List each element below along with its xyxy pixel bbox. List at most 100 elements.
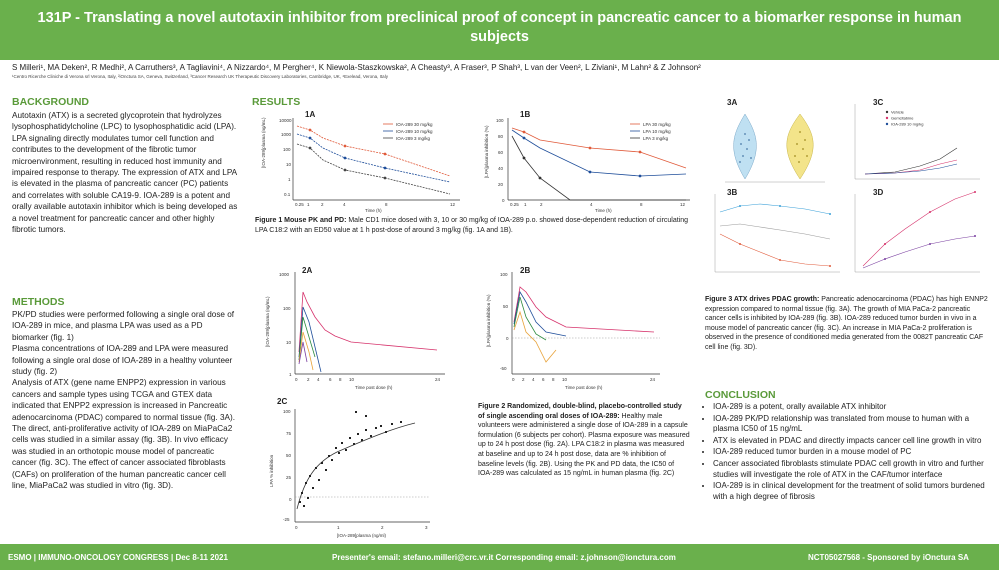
svg-text:100: 100 <box>283 409 291 414</box>
axis-label-x: Time (h) <box>365 208 382 213</box>
conclusion-item: IOA-289 is in clinical development for t… <box>713 481 990 502</box>
svg-text:50: 50 <box>286 453 292 458</box>
svg-text:0: 0 <box>295 525 298 530</box>
svg-text:1: 1 <box>288 177 291 182</box>
conclusion-item: IOA-289 is a potent, orally available AT… <box>713 402 990 413</box>
methods-heading: METHODS <box>12 296 65 308</box>
svg-text:1: 1 <box>524 202 527 207</box>
svg-text:-25: -25 <box>283 517 290 522</box>
figure-label: 2C <box>277 397 288 406</box>
svg-text:1: 1 <box>289 372 292 377</box>
svg-text:-50: -50 <box>500 366 507 371</box>
conclusion-item: ATX is elevated in PDAC and directly imp… <box>713 436 990 447</box>
legend-entry: IOA-289 3 mg/kg <box>396 136 431 141</box>
poster-header: 131P - Translating a novel autotaxin inh… <box>0 0 999 60</box>
svg-text:0.1: 0.1 <box>284 192 291 197</box>
legend-entry: LPA 30 mg/kg <box>643 122 671 127</box>
conclusion-item: Cancer associated fibroblasts stimulate … <box>713 459 990 480</box>
svg-text:1000: 1000 <box>281 132 292 137</box>
svg-text:1: 1 <box>307 202 310 207</box>
figure-label: 3B <box>727 188 738 197</box>
affiliations: ¹Centro Ricerche Cliniche di Verona srl … <box>12 74 388 79</box>
svg-text:24: 24 <box>435 377 441 382</box>
figure-3-caption: Figure 3 ATX drives PDAC growth: Pancrea… <box>705 296 988 351</box>
axis-label-y: [LPA]plasma inhibition (%) <box>484 125 489 178</box>
footer-conference: ESMO | IMMUNO-ONCOLOGY CONGRESS | Dec 8-… <box>8 553 228 562</box>
svg-text:40: 40 <box>498 166 504 171</box>
author-list: S Milleri¹, MA Deken², R Medhi², A Carru… <box>12 63 701 72</box>
svg-text:6: 6 <box>329 377 332 382</box>
svg-text:2: 2 <box>321 202 324 207</box>
svg-text:10000: 10000 <box>279 118 292 123</box>
figure-label: 1A <box>305 110 316 119</box>
axis-label-y: [LPA]plasma inhibition (%) <box>486 294 491 347</box>
svg-text:20: 20 <box>498 182 504 187</box>
background-heading: BACKGROUND <box>12 96 89 108</box>
legend-entry: IOA-289 30 mg/kg <box>396 122 433 127</box>
conclusion-item: IOA-289 reduced tumor burden in a mouse … <box>713 447 990 458</box>
svg-text:12: 12 <box>450 202 456 207</box>
svg-text:0.25: 0.25 <box>510 202 519 207</box>
legend-entry: LPA 10 mg/kg <box>643 129 671 134</box>
svg-text:6: 6 <box>542 377 545 382</box>
svg-text:4: 4 <box>317 377 320 382</box>
poster-title: 131P - Translating a novel autotaxin inh… <box>37 10 962 45</box>
svg-text:100: 100 <box>283 306 291 311</box>
figure-1-caption: Figure 1 Mouse PK and PD: Male CD1 mice … <box>255 217 689 234</box>
figure-label: 3C <box>873 98 884 107</box>
axis-label-x: Time post dose (h) <box>565 385 603 390</box>
svg-text:2: 2 <box>307 377 310 382</box>
axis-label-x: Time post dose (h) <box>355 385 393 390</box>
svg-text:12: 12 <box>680 202 686 207</box>
legend-entry: LPA 3 mg/kg <box>643 136 669 141</box>
svg-text:8: 8 <box>640 202 643 207</box>
svg-text:0: 0 <box>512 377 515 382</box>
legend-entry: IOA-289 10 mg/kg <box>891 122 923 127</box>
footer-contact: Presenter's email: stefano.milleri@crc.v… <box>332 553 676 562</box>
svg-text:10: 10 <box>286 162 292 167</box>
svg-text:8: 8 <box>385 202 388 207</box>
axis-label-y: [IOA-289]plasma (ng/mL) <box>261 117 266 168</box>
methods-paragraph: Plasma concentrations of IOA-289 and LPA… <box>12 344 233 377</box>
background-text: Autotaxin (ATX) is a secreted glycoprote… <box>12 111 238 235</box>
conclusion-heading: CONCLUSION <box>705 389 776 401</box>
svg-text:8: 8 <box>552 377 555 382</box>
results-heading: RESULTS <box>252 96 301 108</box>
svg-text:100: 100 <box>496 118 504 123</box>
figure-2c: 2C 100 75 50 25 0 -25 0 1 2 3 LPA % inhibition [… <box>265 397 445 542</box>
figure-label: 3A <box>727 98 738 107</box>
svg-text:100: 100 <box>283 147 291 152</box>
figure-3-panels: 3A 3C 3B 3D Vehicle Gemcitabine IOA-289 … <box>705 94 995 289</box>
legend-entry: Vehicle <box>891 110 905 115</box>
svg-text:4: 4 <box>532 377 535 382</box>
svg-text:50: 50 <box>503 304 509 309</box>
legend-entry: Gemcitabine <box>891 116 914 121</box>
svg-text:0: 0 <box>502 198 505 203</box>
svg-text:24: 24 <box>650 377 656 382</box>
svg-text:25: 25 <box>286 475 292 480</box>
figure-1a: 1A 10000 1000 100 10 1 0.1 0.25 1 2 4 8 12 [IOA-28… <box>255 108 475 216</box>
svg-text:0: 0 <box>289 497 292 502</box>
svg-text:2: 2 <box>540 202 543 207</box>
axis-label-y: LPA % inhibition <box>269 454 274 487</box>
axis-label-y: [IOA-289]plasma (ng/mL) <box>265 296 270 347</box>
figure-2a: 2A 1000 100 10 1 0 2 4 6 8 10 24 [IOA-289]plasma … <box>255 262 455 397</box>
poster-footer: ESMO | IMMUNO-ONCOLOGY CONGRESS | Dec 8-… <box>0 544 999 570</box>
figure-label: 2B <box>520 266 531 275</box>
figure-1b: 1B 100 80 60 40 20 0 0.25 1 2 4 8 12 [LPA]plasma i… <box>480 108 700 216</box>
axis-label-x: [IOA-289]plasma (ng/ml) <box>337 533 387 538</box>
svg-text:10: 10 <box>286 340 292 345</box>
methods-text: PK/PD studies were performed following a… <box>12 309 240 541</box>
svg-text:2: 2 <box>381 525 384 530</box>
svg-text:4: 4 <box>343 202 346 207</box>
svg-text:4: 4 <box>590 202 593 207</box>
svg-text:10: 10 <box>349 377 355 382</box>
figure-2b: 2B 100 50 0 -50 0 2 4 6 8 10 24 [LPA]plasma inhib… <box>480 262 680 397</box>
figure-label: 1B <box>520 110 531 119</box>
conclusion-item: IOA-289 PK/PD relationship was translate… <box>713 414 990 435</box>
figure-2-caption: Figure 2 Randomized, double-blind, place… <box>478 403 690 478</box>
svg-text:80: 80 <box>498 134 504 139</box>
svg-text:0: 0 <box>506 336 509 341</box>
figure-label: 3D <box>873 188 884 197</box>
figure-label: 2A <box>302 266 313 275</box>
